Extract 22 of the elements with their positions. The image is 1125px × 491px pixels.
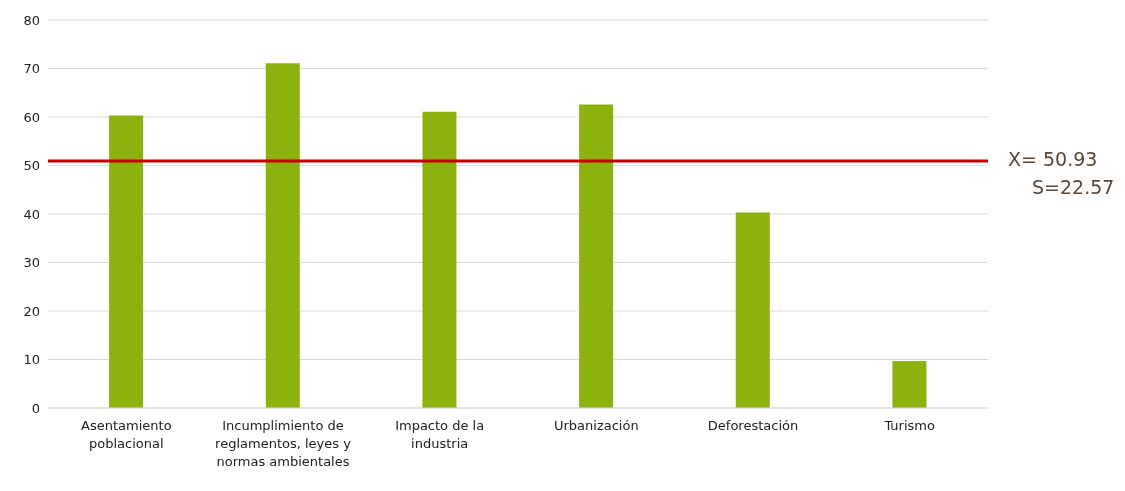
y-tick-label: 60 — [23, 109, 40, 125]
x-tick-label: Incumplimiento de reglamentos, leyes y normas ambientales — [215, 418, 352, 469]
ref-line-label: X= 50.93 S=22.57 — [1008, 147, 1115, 198]
x-tick-label: Turismo — [883, 418, 935, 433]
bar — [265, 63, 300, 408]
y-tick-label: 0 — [31, 400, 40, 416]
bar — [109, 115, 144, 408]
bar — [892, 360, 927, 408]
y-tick-label: 50 — [23, 158, 40, 174]
x-tick-label: Urbanización — [554, 418, 639, 433]
y-tick-label: 80 — [23, 12, 40, 28]
x-tick-label: Asentamiento poblacional — [81, 418, 172, 451]
bar — [422, 111, 457, 408]
y-tick-label: 30 — [23, 255, 40, 271]
y-tick-label: 10 — [23, 352, 40, 368]
bar — [579, 104, 614, 408]
bar — [735, 212, 770, 408]
y-tick-label: 20 — [23, 303, 40, 319]
y-tick-label: 40 — [23, 206, 40, 222]
x-tick-label: Impacto de la industria — [395, 418, 485, 451]
x-tick-label: Deforestación — [707, 418, 799, 433]
y-tick-label: 70 — [23, 61, 40, 77]
